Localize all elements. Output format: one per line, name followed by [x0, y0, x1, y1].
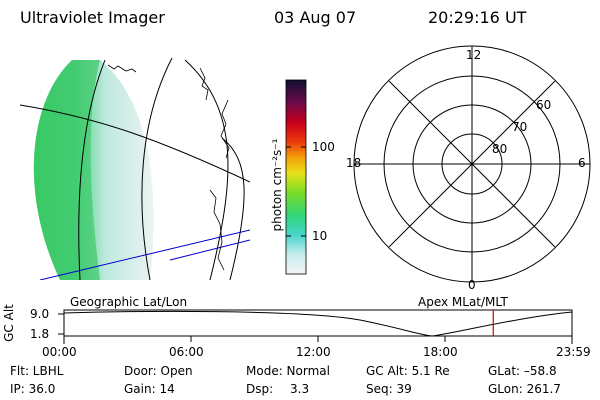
- seq-info: Seq: 39: [366, 382, 412, 396]
- gain-info: Gain: 14: [124, 382, 175, 396]
- dsp-value: 3.3: [290, 382, 310, 396]
- orbit-plot: [58, 309, 573, 344]
- door-info: Door: Open: [124, 364, 193, 378]
- date-label: 03 Aug 07: [274, 8, 357, 27]
- lat-label-70: 70: [512, 120, 528, 134]
- lat-label-60: 60: [536, 98, 552, 112]
- mlt-label-6: 6: [578, 156, 586, 170]
- alt-tick-1-8: 1.8: [30, 327, 50, 341]
- polar-plot: [353, 45, 591, 283]
- dsp-label: Dsp:: [246, 382, 274, 396]
- time-tick-2359: 23:59: [556, 345, 591, 359]
- mlt-label-18: 18: [346, 156, 362, 170]
- gc-alt-axis-label: GC Alt: [1, 304, 16, 342]
- gc-alt-info: GC Alt: 5.1 Re: [366, 364, 450, 378]
- time-tick-0600: 06:00: [169, 345, 204, 359]
- ip-info: IP: 36.0: [10, 382, 56, 396]
- colorbar-unit-label: photon cm⁻²s⁻¹: [270, 138, 284, 232]
- time-tick-1200: 12:00: [296, 345, 331, 359]
- caption-geographic: Geographic Lat/Lon: [70, 295, 188, 309]
- instrument-title: Ultraviolet Imager: [20, 8, 165, 27]
- mode-info: Mode: Normal: [246, 364, 330, 378]
- mlt-label-0: 0: [468, 278, 476, 292]
- lat-label-80: 80: [492, 142, 508, 156]
- caption-apex: Apex MLat/MLT: [418, 295, 508, 309]
- colorbar-tick-10: 10: [312, 229, 328, 243]
- mlt-label-12: 12: [466, 48, 482, 62]
- glat-info: GLat: –58.8: [488, 364, 557, 378]
- time-tick-1800: 18:00: [423, 345, 458, 359]
- colorbar-tick-100: 100: [312, 140, 335, 154]
- alt-tick-9: 9.0: [30, 307, 50, 321]
- filter-info: Flt: LBHL: [10, 364, 64, 378]
- time-label: 20:29:16 UT: [428, 8, 527, 27]
- colorbar: [285, 79, 307, 275]
- time-tick-0000: 00:00: [42, 345, 77, 359]
- geographic-image: [19, 57, 250, 280]
- glon-info: GLon: 261.7: [488, 382, 561, 396]
